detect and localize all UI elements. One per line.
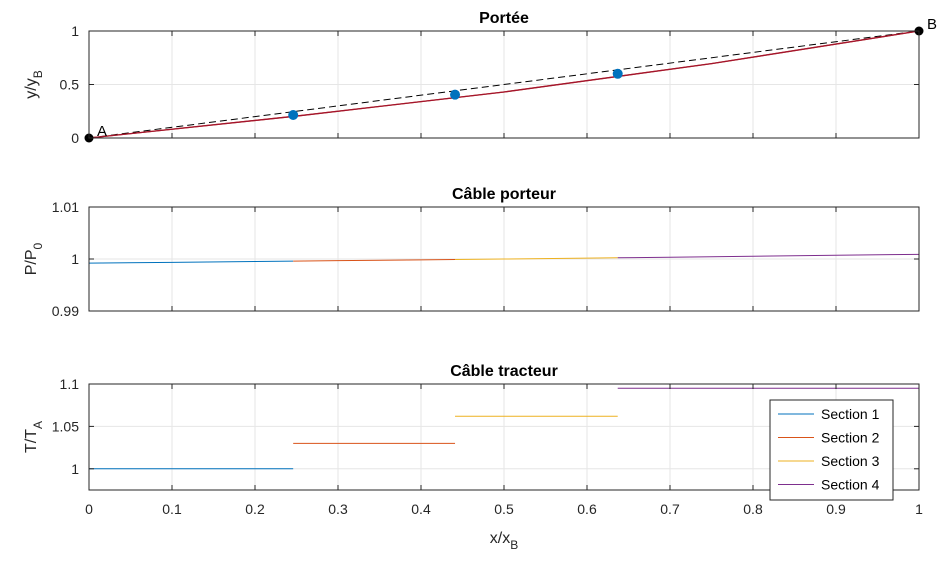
y-tick-label: 1.1	[60, 376, 80, 392]
x-tick-label: 0.3	[328, 501, 348, 517]
series-line-1	[89, 260, 294, 264]
legend-box	[769, 399, 894, 501]
x-tick-label: 1	[915, 501, 923, 517]
series-line-2	[293, 259, 456, 262]
legend: Section 1 Section 2 Section 3 Section 4	[769, 399, 894, 501]
series-line-4	[617, 253, 919, 259]
panel-1: A B 0 0.5 1 Portée y/yB	[23, 10, 937, 146]
x-tick-label: 0	[85, 501, 93, 517]
y-axis-label: P/P0	[23, 242, 45, 275]
data-layer	[89, 253, 919, 264]
data-layer	[89, 30, 919, 139]
x-tick-label: 0.4	[411, 501, 431, 517]
legend-label-1: Section 1	[821, 406, 880, 422]
panel-3: 0 0.1 0.2 0.3 0.4 0.5 0.6 0.7 0.8 0.9 1 1 1.05 1.1 Câb…	[23, 363, 923, 552]
marker-point-2	[450, 89, 461, 100]
y-tick-label: 0.5	[60, 77, 80, 93]
y-tick-label: 1.01	[52, 199, 79, 215]
y-tick-label: 1	[71, 461, 79, 477]
endpoint-label-A: A	[97, 123, 107, 140]
y-tick-label: 0.99	[52, 303, 79, 319]
legend-label-3: Section 3	[821, 453, 880, 469]
x-tick-label: 0.8	[743, 501, 763, 517]
x-tick-label: 0.1	[162, 501, 182, 517]
series-line-3	[89, 30, 919, 139]
y-tick-label: 1	[71, 251, 79, 267]
y-axis-label: y/yB	[23, 70, 45, 98]
x-tick-label: 0.9	[826, 501, 846, 517]
chart-title: Portée	[479, 10, 529, 27]
series-line-1	[89, 30, 919, 139]
panel-2: 0.99 1 1.01 Câble porteur P/P0	[23, 186, 920, 319]
data-layer	[89, 387, 919, 470]
chart-title: Câble tracteur	[450, 363, 558, 380]
y-tick-label: 1	[71, 23, 79, 39]
legend-label-2: Section 2	[821, 430, 880, 446]
endpoint-label-B: B	[927, 16, 937, 33]
chart-title: Câble porteur	[452, 186, 556, 203]
x-axis-label: x/xB	[490, 530, 518, 552]
x-tick-label: 0.6	[577, 501, 597, 517]
y-axis-label: T/TA	[23, 421, 45, 453]
y-tick-label: 0	[71, 130, 79, 146]
series-line-3	[455, 257, 618, 261]
x-tick-label: 0.7	[660, 501, 680, 517]
marker-point-1	[288, 109, 299, 120]
y-tick-label: 1.05	[52, 418, 79, 434]
x-tick-label: 0.5	[494, 501, 514, 517]
legend-label-4: Section 4	[821, 477, 880, 493]
marker-point-3	[612, 68, 623, 79]
x-tick-label: 0.2	[245, 501, 265, 517]
